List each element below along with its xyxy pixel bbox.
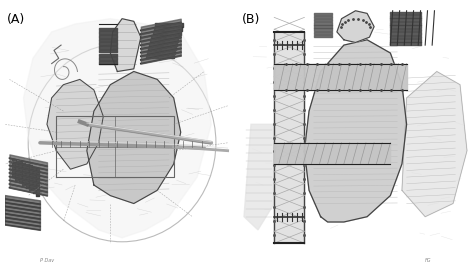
Polygon shape [24, 19, 211, 238]
Polygon shape [402, 72, 467, 217]
Polygon shape [337, 11, 374, 42]
Text: FG: FG [425, 258, 432, 263]
Polygon shape [47, 79, 103, 169]
Text: (B): (B) [242, 13, 260, 26]
Text: (A): (A) [7, 13, 25, 26]
Polygon shape [110, 19, 141, 72]
Polygon shape [87, 72, 181, 204]
Text: P Dav: P Dav [40, 258, 54, 263]
Polygon shape [244, 124, 274, 230]
Polygon shape [304, 40, 407, 222]
